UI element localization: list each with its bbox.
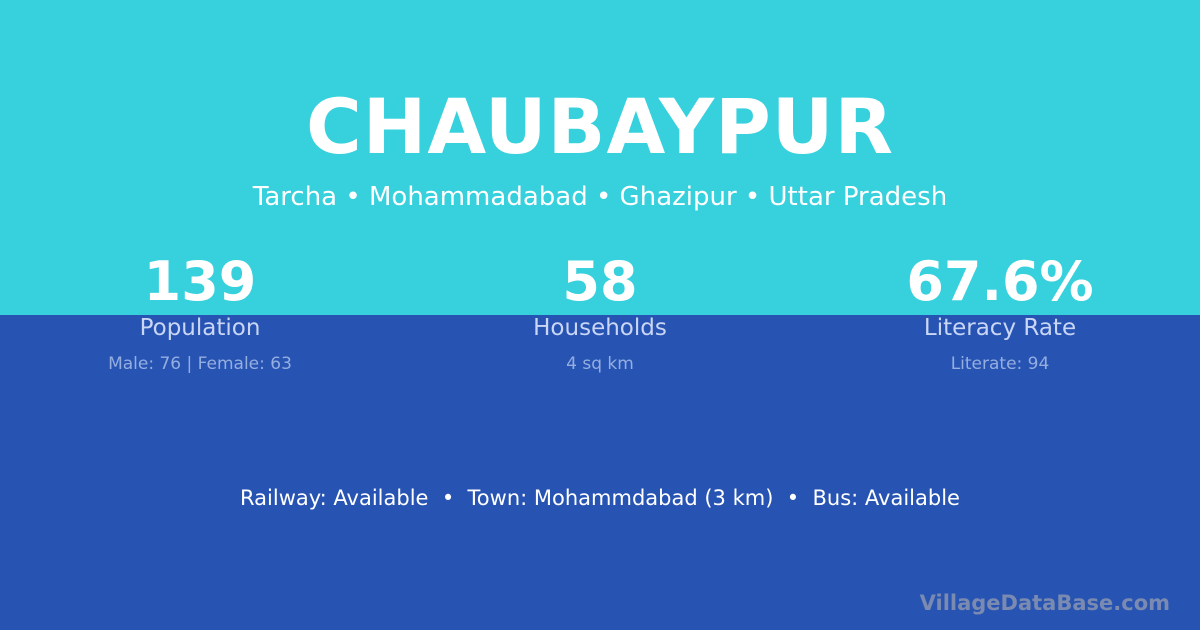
stat-label: Population (139, 315, 261, 341)
header-band (0, 0, 1200, 315)
stat-label: Literacy Rate (923, 315, 1077, 341)
stat-value: 58 (562, 250, 638, 313)
village-title: CHAUBAYPUR (305, 82, 894, 171)
stat-detail: 4 sq km (566, 354, 634, 374)
stat-label: Households (533, 315, 667, 341)
stat-value: 67.6% (906, 250, 1094, 313)
watermark: VillageDataBase.com (919, 591, 1170, 615)
stats-band (0, 315, 1200, 630)
stat-detail: Male: 76 | Female: 63 (108, 354, 292, 374)
stat-value: 139 (143, 250, 257, 313)
stat-detail: Literate: 94 (950, 354, 1050, 374)
location-breadcrumb: Tarcha • Mohammadabad • Ghazipur • Uttar… (252, 182, 948, 212)
amenities-line: Railway: Available • Town: Mohammdabad (… (240, 486, 960, 510)
